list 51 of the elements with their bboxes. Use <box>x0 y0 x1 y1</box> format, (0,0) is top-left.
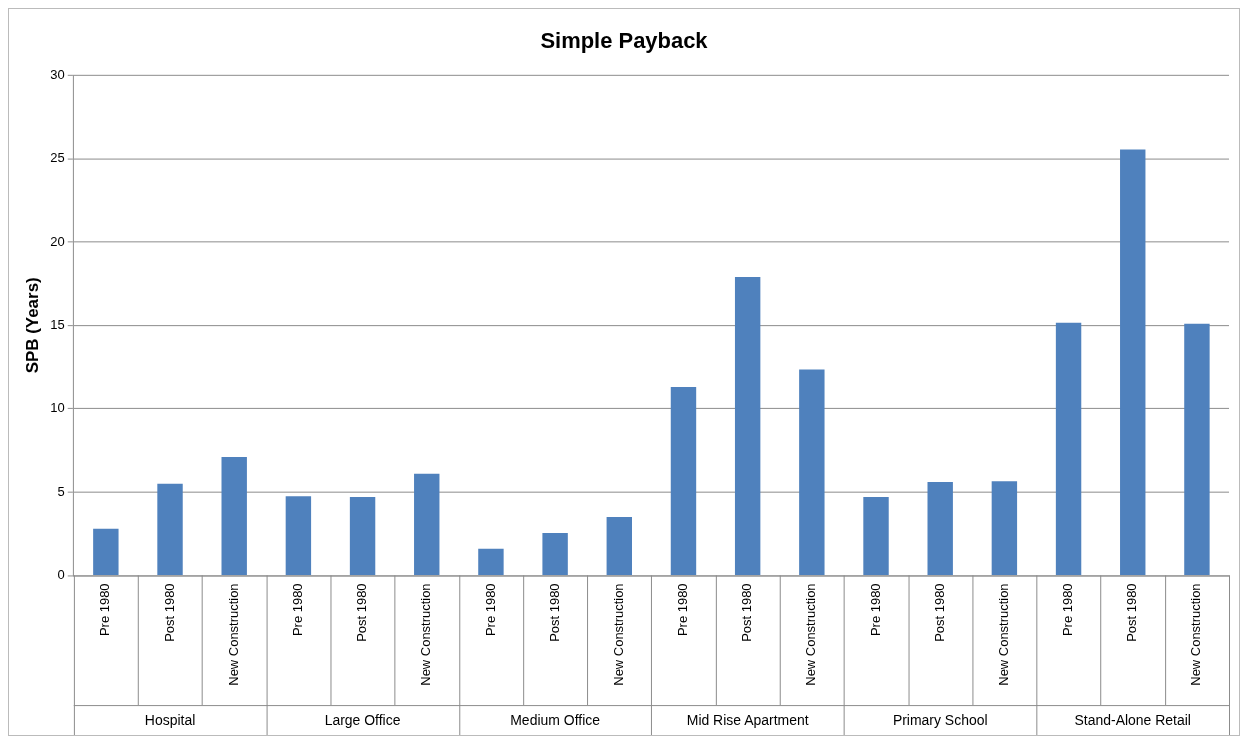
x-tick-label: Pre 1980 <box>1060 583 1076 637</box>
y-axis-title: SPB (Years) <box>22 277 42 374</box>
x-tick-label: Pre 1980 <box>482 583 498 637</box>
x-tick-label: Post 1980 <box>1124 583 1140 642</box>
bar <box>349 497 376 575</box>
x-tick-label: New Construction <box>418 583 434 686</box>
text: Mid Rise Apartment <box>686 711 809 728</box>
x-tick-label: New Construction <box>803 583 819 686</box>
bar <box>927 482 953 575</box>
bar <box>799 369 825 575</box>
x-tick-label: Post 1980 <box>354 583 370 642</box>
x-tick-label: New Construction <box>995 583 1011 686</box>
x-tick-label: Post 1980 <box>161 583 177 642</box>
x-tick-label: Pre 1980 <box>97 583 113 637</box>
bar <box>734 276 761 575</box>
text: Hospital <box>144 711 196 728</box>
bar <box>478 548 504 575</box>
bar <box>1184 323 1210 575</box>
text: Large Office <box>324 711 401 728</box>
x-tick-label: Pre 1980 <box>675 583 691 637</box>
x-tick-label: Post 1980 <box>546 583 562 642</box>
x-tick-label: New Construction <box>610 583 626 686</box>
y-tick-label: 30 <box>50 66 65 82</box>
y-tick-label: 5 <box>57 483 65 499</box>
y-tick-label: 10 <box>50 400 65 416</box>
y-tick-label: 20 <box>50 233 65 249</box>
y-tick-label: 25 <box>50 150 65 166</box>
bar <box>542 532 568 575</box>
bar <box>991 481 1018 575</box>
x-tick-label: Post 1980 <box>931 583 947 642</box>
x-tick-label: Pre 1980 <box>289 583 305 637</box>
x-tick-label: New Construction <box>225 583 241 686</box>
bar <box>606 517 632 575</box>
text: Stand-Alone Retail <box>1074 711 1191 728</box>
bar <box>1055 322 1082 575</box>
y-tick-label: 0 <box>57 567 65 583</box>
bar <box>157 483 183 575</box>
text: Medium Office <box>510 711 601 728</box>
bar <box>863 497 889 575</box>
bar <box>285 496 312 575</box>
bar <box>221 457 247 575</box>
chart-title: Simple Payback <box>540 28 709 54</box>
bar <box>93 528 119 575</box>
bar <box>670 387 697 575</box>
bar <box>414 473 440 575</box>
y-tick-label: 15 <box>50 316 65 332</box>
bar <box>1120 149 1146 575</box>
x-tick-label: New Construction <box>1188 583 1204 686</box>
x-tick-label: Post 1980 <box>739 583 755 642</box>
text: Primary School <box>892 711 988 728</box>
x-tick-label: Pre 1980 <box>867 583 883 637</box>
